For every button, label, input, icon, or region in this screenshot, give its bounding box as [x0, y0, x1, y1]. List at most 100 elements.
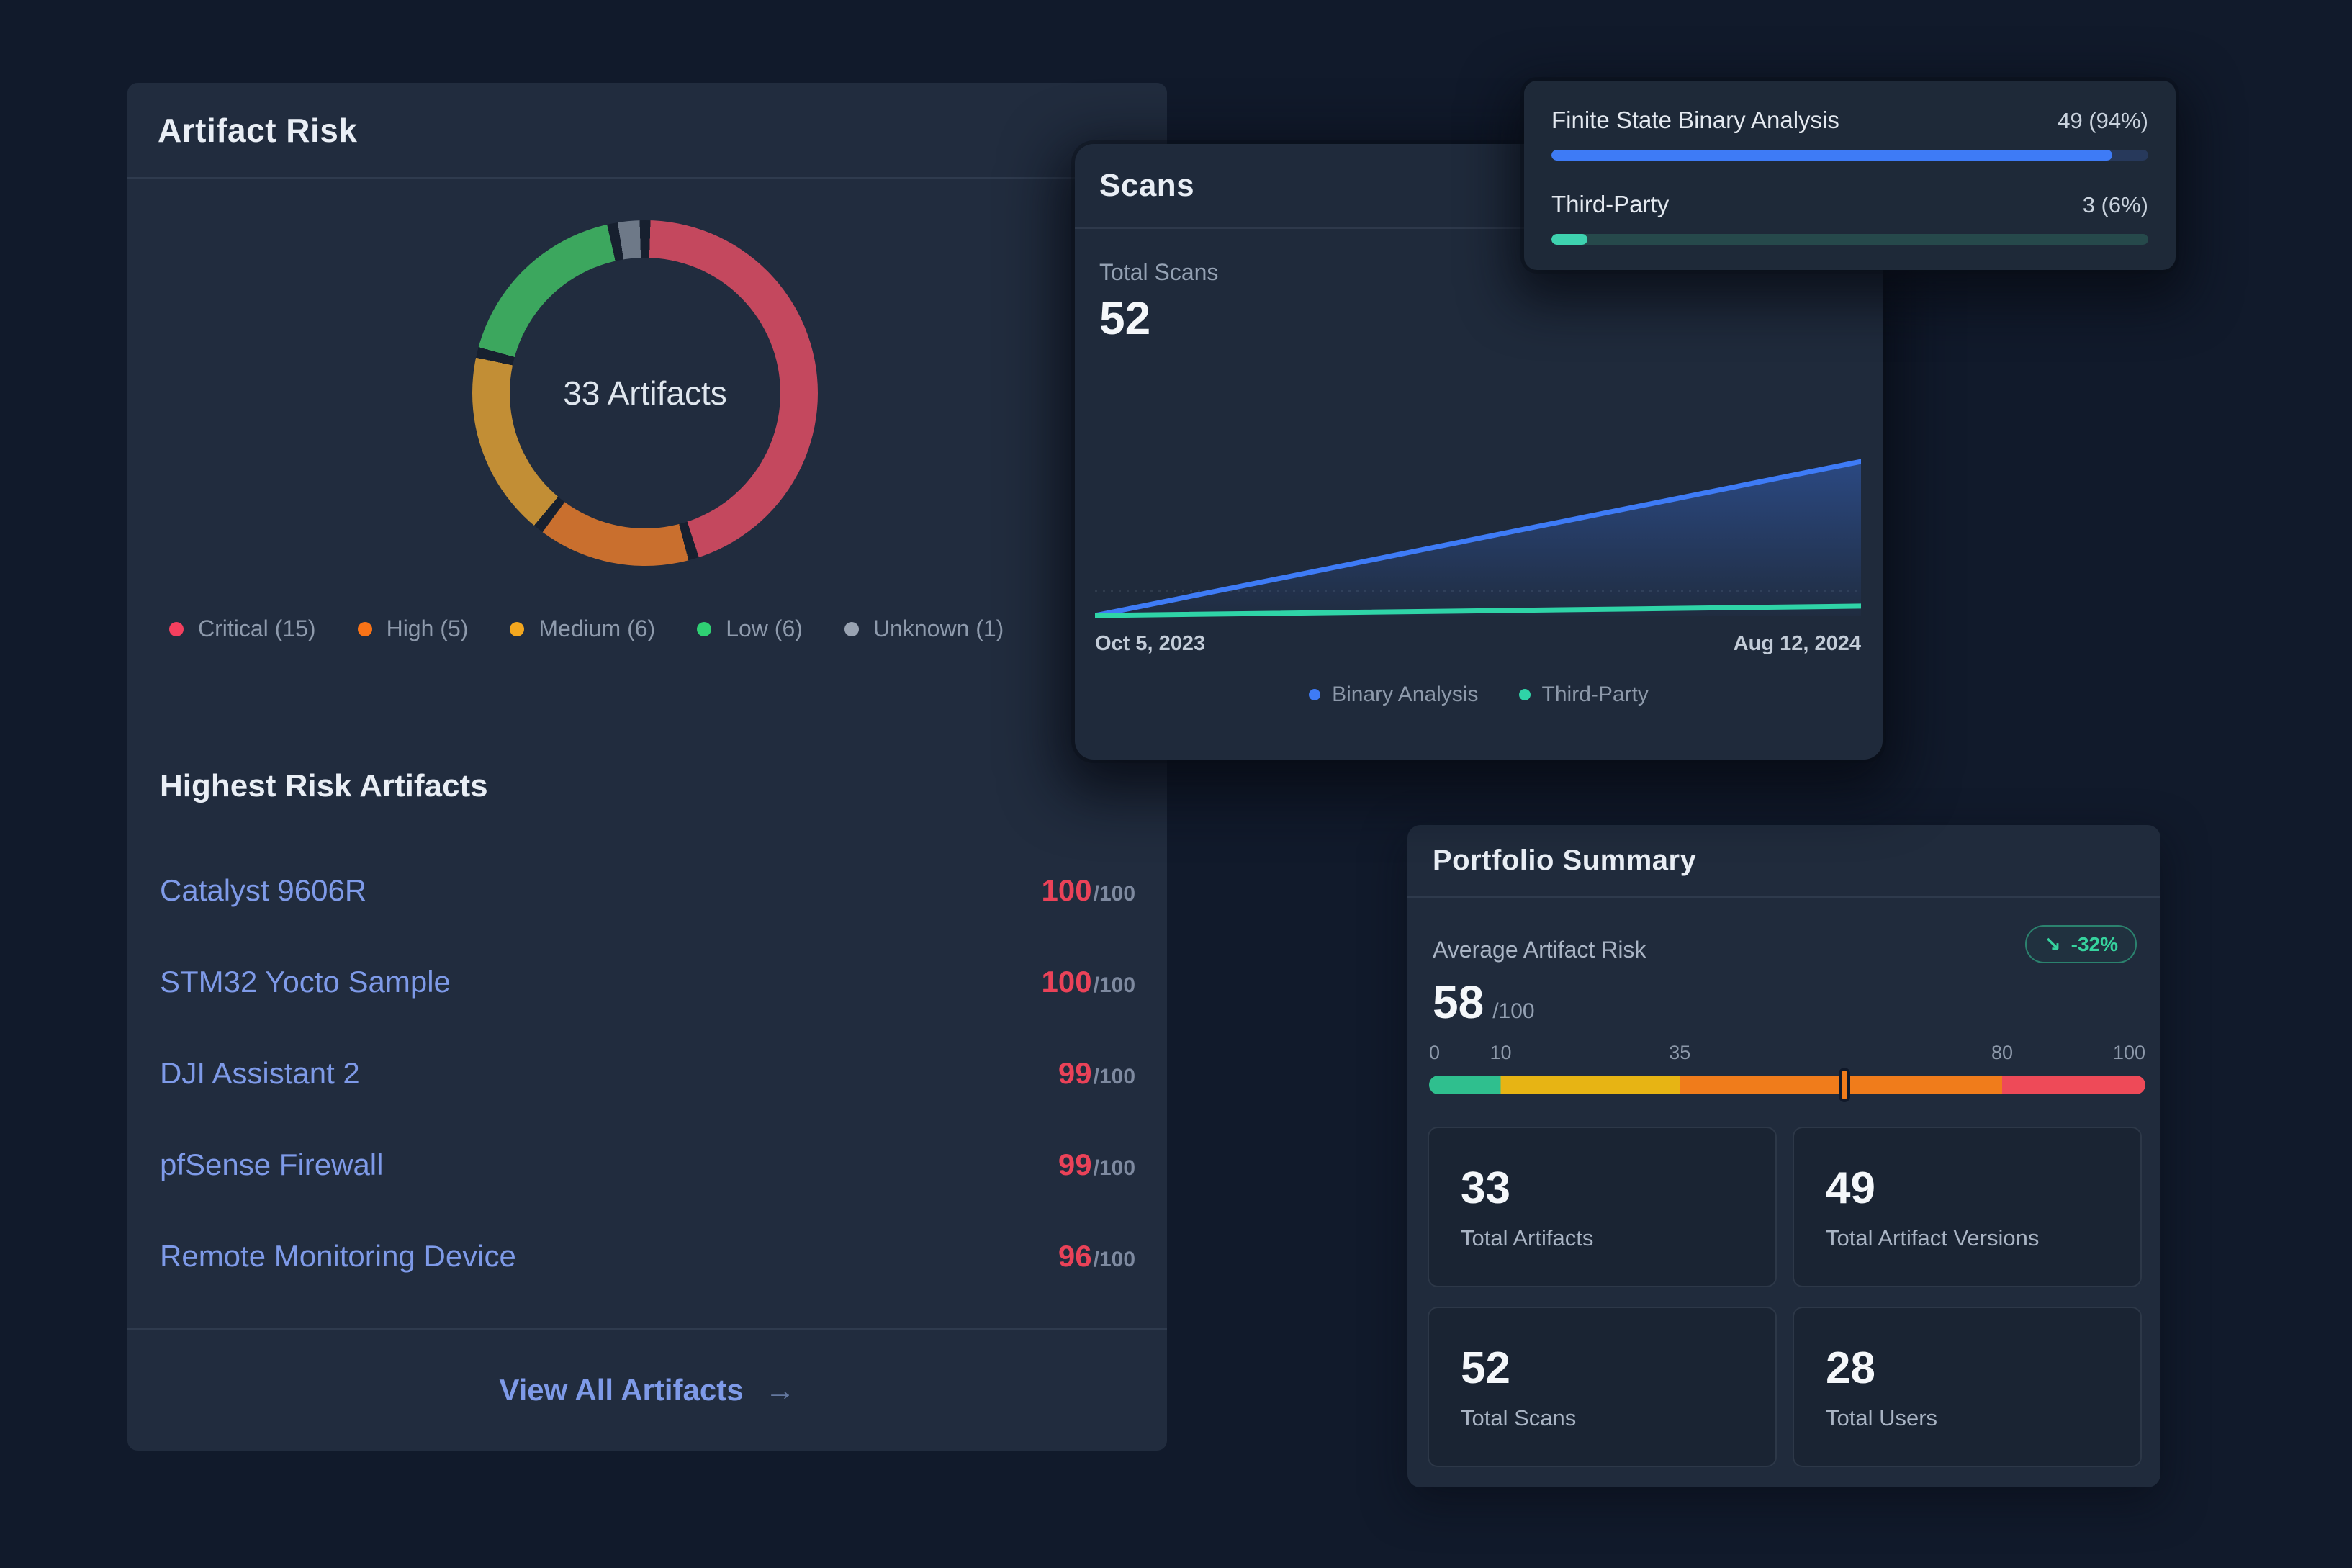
- risk-score: 100/100: [1041, 964, 1135, 999]
- legend-label: Third-Party: [1541, 682, 1649, 706]
- scan-types-card: Finite State Binary Analysis 49 (94%) Th…: [1524, 81, 2176, 270]
- portfolio-summary-title: Portfolio Summary: [1433, 844, 1697, 876]
- severity-legend: Critical (15) High (5) Medium (6) Low (6…: [169, 616, 1127, 642]
- risk-scale-marker: [1839, 1068, 1851, 1102]
- highest-risk-list: Catalyst 9606R 100/100 STM32 Yocto Sampl…: [160, 844, 1135, 1302]
- stat-box-total-artifact-versions: 49 Total Artifact Versions: [1793, 1127, 2142, 1287]
- third-party-dot-icon: [1518, 689, 1531, 700]
- x-axis-end-label: Aug 12, 2024: [1733, 632, 1861, 655]
- scale-tick-label: 35: [1669, 1042, 1691, 1063]
- stat-value: 52: [1461, 1343, 1510, 1393]
- scan-type-row-third-party: Third-Party 3 (6%): [1551, 191, 2148, 245]
- risk-score: 99/100: [1058, 1147, 1135, 1181]
- scans-legend: Binary Analysis Third-Party: [1075, 682, 1883, 707]
- artifact-link[interactable]: STM32 Yocto Sample: [160, 964, 451, 999]
- highest-risk-heading: Highest Risk Artifacts: [160, 768, 488, 803]
- high-dot-icon: [357, 621, 372, 636]
- stat-box-total-artifacts: 33 Total Artifacts: [1428, 1127, 1777, 1287]
- table-row[interactable]: Catalyst 9606R 100/100: [160, 844, 1135, 936]
- trend-badge: ↘ -32%: [2025, 925, 2137, 963]
- legend-item-medium[interactable]: Medium (6): [510, 616, 655, 642]
- risk-score: 99/100: [1058, 1055, 1135, 1090]
- progress-track: [1551, 150, 2148, 161]
- legend-label: Binary Analysis: [1332, 682, 1479, 706]
- stat-value: 49: [1826, 1163, 1875, 1213]
- scale-tick-label: 0: [1429, 1042, 1441, 1063]
- risk-score: 100/100: [1041, 873, 1135, 907]
- scan-type-label: Finite State Binary Analysis: [1551, 107, 1839, 133]
- stat-label: Total Users: [1826, 1405, 1938, 1430]
- stat-value: 33: [1461, 1163, 1510, 1213]
- scale-tick-label: 10: [1490, 1042, 1512, 1063]
- scans-title: Scans: [1099, 168, 1195, 203]
- legend-item-high[interactable]: High (5): [357, 616, 469, 642]
- risk-scale-bar: [1429, 1068, 2145, 1102]
- progress-track: [1551, 234, 2148, 245]
- trend-down-arrow-icon: ↘: [2044, 933, 2061, 955]
- portfolio-summary-card: Portfolio Summary Average Artifact Risk …: [1407, 825, 2160, 1487]
- table-row[interactable]: STM32 Yocto Sample 100/100: [160, 936, 1135, 1027]
- stat-label: Total Scans: [1461, 1405, 1577, 1430]
- footer-divider: [127, 1328, 1167, 1330]
- portfolio-stats-grid: 33 Total Artifacts 49 Total Artifact Ver…: [1428, 1127, 2142, 1467]
- legend-item-unknown[interactable]: Unknown (1): [844, 616, 1004, 642]
- unknown-dot-icon: [844, 621, 859, 636]
- total-scans-value: 52: [1099, 292, 1151, 344]
- binary-analysis-line: [1095, 459, 1861, 618]
- donut-center-label: 33 Artifacts: [563, 374, 727, 412]
- portfolio-summary-body: Average Artifact Risk 58 /100 ↘ -32% 0 10…: [1407, 898, 2160, 1487]
- table-row[interactable]: pfSense Firewall 99/100: [160, 1119, 1135, 1210]
- third-party-progress-bar: [1551, 234, 1587, 245]
- stat-box-total-users: 28 Total Users: [1793, 1307, 2142, 1467]
- table-row[interactable]: DJI Assistant 2 99/100: [160, 1027, 1135, 1119]
- stat-box-total-scans: 52 Total Scans: [1428, 1307, 1777, 1467]
- artifact-link[interactable]: pfSense Firewall: [160, 1147, 384, 1181]
- average-artifact-risk-label: Average Artifact Risk: [1433, 937, 1646, 963]
- legend-label: High (5): [386, 616, 469, 641]
- trend-value: -32%: [2071, 932, 2118, 955]
- artifact-link[interactable]: Remote Monitoring Device: [160, 1238, 516, 1273]
- legend-label: Critical (15): [198, 616, 316, 641]
- artifact-link[interactable]: Catalyst 9606R: [160, 873, 367, 907]
- view-all-label: View All Artifacts: [499, 1373, 744, 1407]
- table-row[interactable]: Remote Monitoring Device 96/100: [160, 1210, 1135, 1302]
- scan-type-label: Third-Party: [1551, 191, 1670, 217]
- view-all-artifacts-button[interactable]: View All Artifacts →: [127, 1330, 1167, 1451]
- risk-score: 96/100: [1058, 1238, 1135, 1273]
- artifact-risk-title: Artifact Risk: [158, 111, 358, 149]
- arrow-right-icon: →: [765, 1373, 796, 1407]
- scale-tick-label: 80: [1991, 1042, 2014, 1063]
- legend-item-third-party[interactable]: Third-Party: [1518, 682, 1649, 707]
- average-artifact-risk-value: 58 /100: [1433, 976, 1535, 1028]
- medium-dot-icon: [510, 621, 525, 636]
- x-axis: Oct 5, 2023 Aug 12, 2024: [1095, 632, 1861, 656]
- artifact-risk-header: Artifact Risk: [127, 83, 1167, 179]
- scale-tick-label: 100: [2112, 1042, 2145, 1063]
- legend-item-binary-analysis[interactable]: Binary Analysis: [1309, 682, 1479, 707]
- binary-analysis-dot-icon: [1309, 689, 1321, 700]
- legend-label: Low (6): [726, 616, 803, 641]
- scan-type-row-binary: Finite State Binary Analysis 49 (94%): [1551, 107, 2148, 161]
- critical-dot-icon: [169, 621, 184, 636]
- scans-header: Scans: [1075, 144, 1883, 229]
- scans-area-chart: [1095, 459, 1861, 618]
- risk-scale-ticks: 0 10 35 80 100: [1429, 1042, 2145, 1066]
- legend-label: Unknown (1): [873, 616, 1004, 641]
- legend-item-critical[interactable]: Critical (15): [169, 616, 316, 642]
- artifact-link[interactable]: DJI Assistant 2: [160, 1055, 360, 1090]
- portfolio-summary-header: Portfolio Summary: [1407, 825, 2160, 898]
- third-party-line: [1095, 603, 1861, 618]
- legend-label: Medium (6): [539, 616, 656, 641]
- stat-label: Total Artifact Versions: [1826, 1225, 2040, 1251]
- low-dot-icon: [697, 621, 712, 636]
- x-axis-start-label: Oct 5, 2023: [1095, 632, 1206, 655]
- artifact-risk-donut-chart: 33 Artifacts: [472, 220, 818, 566]
- artifact-risk-card: Artifact Risk 33 Artifacts Critical (15)…: [127, 83, 1167, 1451]
- legend-item-low[interactable]: Low (6): [697, 616, 803, 642]
- stat-label: Total Artifacts: [1461, 1225, 1594, 1251]
- donut-hole: [510, 258, 780, 528]
- scan-type-value: 3 (6%): [2082, 192, 2148, 217]
- total-scans-label: Total Scans: [1099, 259, 1219, 285]
- scan-type-value: 49 (94%): [2058, 108, 2148, 133]
